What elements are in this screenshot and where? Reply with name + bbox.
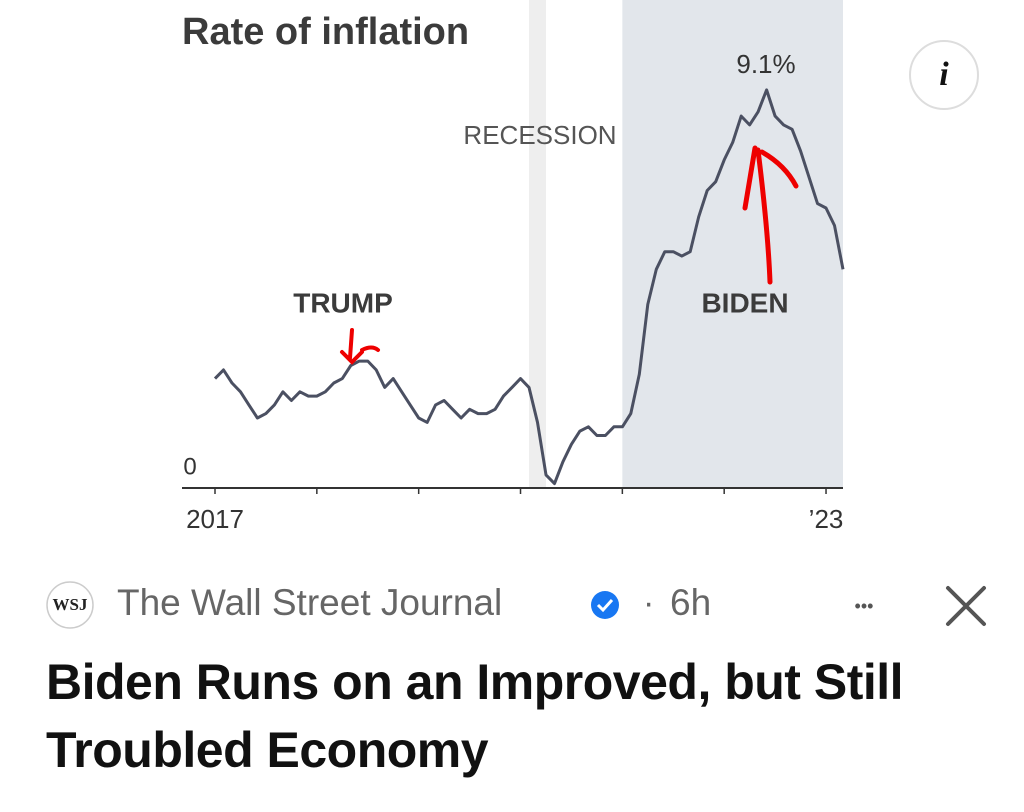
separator: ·: [643, 584, 654, 622]
source-name[interactable]: The Wall Street Journal: [117, 582, 502, 623]
shaded-period: [622, 0, 843, 488]
more-button[interactable]: •••: [855, 596, 874, 616]
y-tick-label: 0: [183, 453, 196, 480]
x-tick-label: ’23: [809, 504, 844, 534]
info-button[interactable]: [909, 40, 979, 110]
logo-text: WSJ: [53, 595, 88, 614]
verified-badge: [591, 591, 619, 619]
verified-check: [596, 598, 614, 613]
post-time: 6h: [670, 582, 711, 623]
shaded-period: [529, 0, 546, 488]
chart-title: Rate of inflation: [182, 11, 469, 53]
x-tick-label: 2017: [186, 504, 244, 534]
red-arrow: [340, 328, 380, 365]
annotation: TRUMP: [293, 287, 393, 318]
info-icon: i: [939, 56, 949, 93]
annotation: 9.1%: [736, 49, 795, 79]
data-line: [213, 88, 845, 486]
close-button[interactable]: [946, 586, 986, 626]
annotation: RECESSION: [463, 120, 616, 150]
annotation: BIDEN: [701, 287, 788, 318]
source-logo: [46, 581, 94, 629]
red-arrow: [742, 145, 799, 285]
headline: Biden Runs on an Improved, but Still Tro…: [46, 654, 904, 778]
